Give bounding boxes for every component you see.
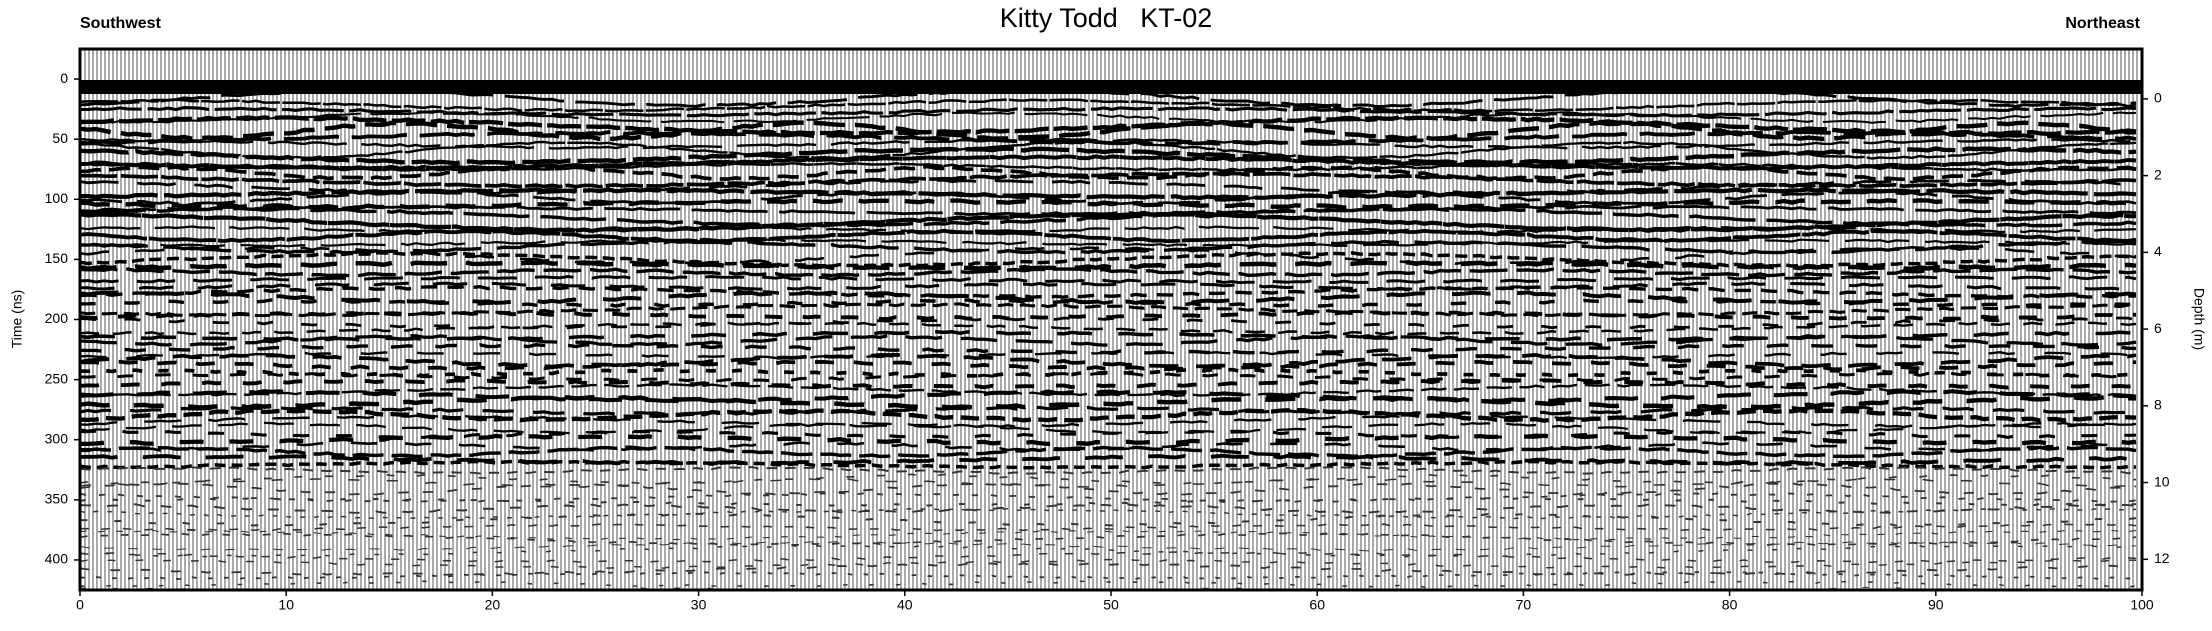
reflector-band (80, 146, 2137, 166)
x-tick-label: 0 (76, 597, 84, 613)
reflector-band (80, 405, 2137, 417)
reflector-band (80, 298, 2137, 308)
reflector-band (80, 378, 2137, 390)
y-tick-label: 350 (45, 491, 69, 507)
reflector-band (80, 551, 2137, 564)
reflector-band (80, 171, 2137, 189)
reflector-band (80, 414, 2137, 429)
x-tick-label: 80 (1722, 597, 1738, 613)
reflector-band (80, 225, 2137, 234)
reflector-band (80, 371, 2137, 383)
right-direction: Northeast (2065, 15, 2140, 32)
reflector-band (80, 140, 2137, 160)
x-tick-label: 100 (2130, 597, 2154, 613)
reflector-band (80, 389, 2137, 404)
y2-tick-label: 4 (2154, 243, 2162, 259)
reflector-band (80, 228, 2137, 244)
reflector-band (80, 187, 2137, 201)
reflector-band (80, 154, 2137, 171)
chart-title: Kitty Todd KT-02 (1000, 3, 1213, 33)
reflector-band (80, 259, 2137, 272)
x-tick-label: 30 (691, 597, 707, 613)
reflector-band (80, 482, 2137, 496)
x-tick-label: 50 (1103, 597, 1119, 613)
reflector-band (80, 206, 2137, 228)
y2-tick-label: 2 (2154, 166, 2162, 182)
reflector-band (80, 353, 2137, 369)
y-tick-label: 200 (45, 310, 69, 326)
reflector-band (80, 466, 2137, 475)
reflector-band (80, 198, 2137, 210)
reflector-band (80, 281, 2137, 291)
y-tick-label: 300 (45, 430, 69, 446)
y2-tick-label: 0 (2154, 90, 2162, 106)
reflector-band (80, 321, 2137, 336)
y-tick-label: 100 (45, 190, 69, 206)
reflector-band (80, 111, 2137, 124)
y-tick-label: 0 (60, 70, 68, 86)
x-tick-label: 70 (1516, 597, 1532, 613)
reflector-band (80, 529, 2137, 541)
reflector-band (80, 580, 2137, 588)
y2-tick-label: 8 (2154, 397, 2162, 413)
reflector-band (80, 429, 2137, 440)
reflector-band (80, 333, 2137, 347)
reflector-band (80, 238, 2137, 248)
reflector-band (80, 558, 2137, 569)
reflector-band (80, 98, 2137, 113)
x-tick-label: 60 (1309, 597, 1325, 613)
reflector-band (80, 164, 2137, 182)
reflector-band (80, 473, 2137, 485)
reflector-band (80, 532, 2137, 546)
reflector-band (80, 137, 2137, 150)
reflector-band (80, 445, 2137, 459)
reflector-band (80, 383, 2137, 398)
y-tick-label: 150 (45, 250, 69, 266)
y2-tick-label: 10 (2154, 473, 2170, 489)
reflector-band (80, 211, 2137, 234)
radargram (80, 49, 2142, 590)
reflector-band (80, 275, 2137, 285)
reflector-band (80, 541, 2137, 552)
x-tick-label: 90 (1928, 597, 1944, 613)
y2-tick-label: 6 (2154, 320, 2162, 336)
reflector-band (80, 350, 2137, 360)
reflector-band (80, 88, 2137, 108)
y-tick-label: 50 (52, 130, 68, 146)
reflector-band (80, 120, 2137, 142)
reflector-band (80, 523, 2137, 532)
x-tick-label: 10 (278, 597, 294, 613)
y2-axis-label: Depth (m) (2191, 288, 2207, 350)
y-tick-label: 400 (45, 551, 69, 567)
reflector-band (80, 161, 2137, 172)
reflector-band (80, 290, 2137, 305)
reflector-band (80, 433, 2137, 447)
reflector-band (80, 571, 2136, 580)
x-tick-label: 20 (485, 597, 501, 613)
direct-wave (80, 80, 2142, 94)
reflector-band (80, 459, 2137, 470)
reflector-band (80, 284, 2137, 299)
reflector-band (80, 492, 2137, 503)
x-tick-label: 40 (897, 597, 913, 613)
reflector-band (80, 394, 2137, 410)
y2-tick-label: 12 (2154, 550, 2170, 566)
reflector-band (80, 115, 2137, 137)
reflector-band (80, 359, 2137, 372)
reflector-band (80, 453, 2137, 466)
y-tick-label: 250 (45, 370, 69, 386)
left-direction: Southwest (80, 15, 162, 32)
reflector-band (80, 267, 2137, 278)
reflector-band (80, 512, 2137, 527)
reflector-band (80, 310, 2137, 321)
y-axis-label: Time (ns) (9, 290, 25, 349)
reflector-band (80, 503, 2137, 514)
reflector-band (80, 316, 2137, 330)
